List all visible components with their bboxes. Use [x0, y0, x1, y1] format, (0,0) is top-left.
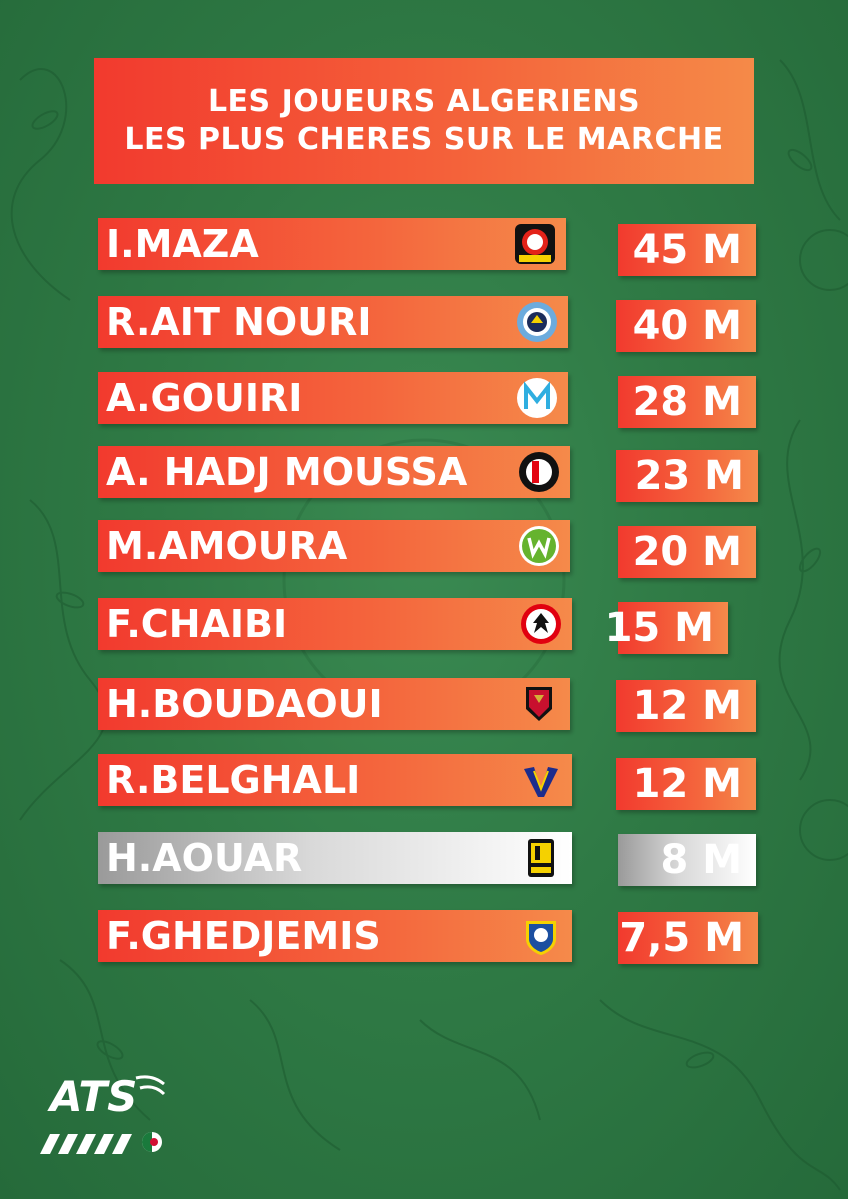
market-value-bar: 23 M — [616, 450, 758, 502]
manchester-city-crest-icon — [517, 302, 557, 342]
vfl-wolfsburg-crest-icon — [519, 526, 559, 566]
player-name: H.AOUAR — [106, 836, 303, 880]
player-name-bar: M.AMOURA — [98, 520, 570, 572]
player-name: I.MAZA — [106, 222, 259, 266]
eintracht-frankfurt-crest-icon — [521, 604, 561, 644]
player-name-bar: H.BOUDAOUI — [98, 678, 570, 730]
market-value-bar: 15 M — [605, 602, 728, 654]
olympique-marseille-crest-icon — [517, 378, 557, 418]
market-value: 40 M — [632, 303, 742, 349]
title-banner: LES JOUEURS ALGERIENS LES PLUS CHERES SU… — [94, 58, 754, 184]
market-value: 45 M — [632, 227, 742, 273]
market-value-bar: 40 M — [616, 300, 756, 352]
feyenoord-crest-icon — [519, 452, 559, 492]
player-name: F.GHEDJEMIS — [106, 914, 381, 958]
market-value-bar-highlighted: 8 M — [618, 834, 756, 886]
market-value-bar: 7,5 M — [618, 912, 758, 964]
market-value-bar: 20 M — [618, 526, 756, 578]
player-name: M.AMOURA — [106, 524, 348, 568]
market-value: 23 M — [634, 453, 744, 499]
market-value-bar: 45 M — [618, 224, 756, 276]
player-name-bar: A.GOUIRI — [98, 372, 568, 424]
player-name-bar: F.GHEDJEMIS — [98, 910, 572, 962]
ogc-nice-crest-icon — [526, 687, 552, 721]
market-value: 8 M — [660, 837, 742, 883]
market-value: 7,5 M — [619, 915, 744, 961]
ats-logo: ATS — [40, 1068, 180, 1158]
player-name-bar: F.CHAIBI — [98, 598, 572, 650]
title-line-1: LES JOUEURS ALGERIENS — [207, 84, 641, 119]
player-name: A.GOUIRI — [106, 376, 303, 420]
player-name: F.CHAIBI — [106, 602, 288, 646]
player-name: A. HADJ MOUSSA — [106, 450, 468, 494]
player-name: R.AIT NOURI — [106, 300, 372, 344]
ittihad-club-crest-icon — [528, 839, 554, 877]
market-value-bar: 12 M — [616, 680, 756, 732]
market-value-bar: 28 M — [618, 376, 756, 428]
market-value: 28 M — [632, 379, 742, 425]
hellas-verona-crest-icon — [524, 767, 558, 797]
player-name-bar: A. HADJ MOUSSA — [98, 446, 570, 498]
brand-name: ATS — [50, 1072, 138, 1121]
player-name-bar: R.AIT NOURI — [98, 296, 568, 348]
title-line-2: LES PLUS CHERES SUR LE MARCHE — [124, 122, 724, 157]
market-value: 20 M — [632, 529, 742, 575]
player-name: R.BELGHALI — [106, 758, 361, 802]
bayer-leverkusen-crest-icon — [515, 224, 555, 264]
market-value: 12 M — [632, 683, 742, 729]
frosinone-calcio-crest-icon — [526, 921, 556, 955]
player-name: H.BOUDAOUI — [106, 682, 383, 726]
market-value-bar: 12 M — [616, 758, 756, 810]
market-value: 12 M — [632, 761, 742, 807]
player-name-bar: I.MAZA — [98, 218, 566, 270]
player-name-bar-highlighted: H.AOUAR — [98, 832, 572, 884]
ats-logo-with-algeria-flag-icon — [40, 1075, 166, 1154]
player-name-bar: R.BELGHALI — [98, 754, 572, 806]
market-value: 15 M — [604, 605, 714, 651]
